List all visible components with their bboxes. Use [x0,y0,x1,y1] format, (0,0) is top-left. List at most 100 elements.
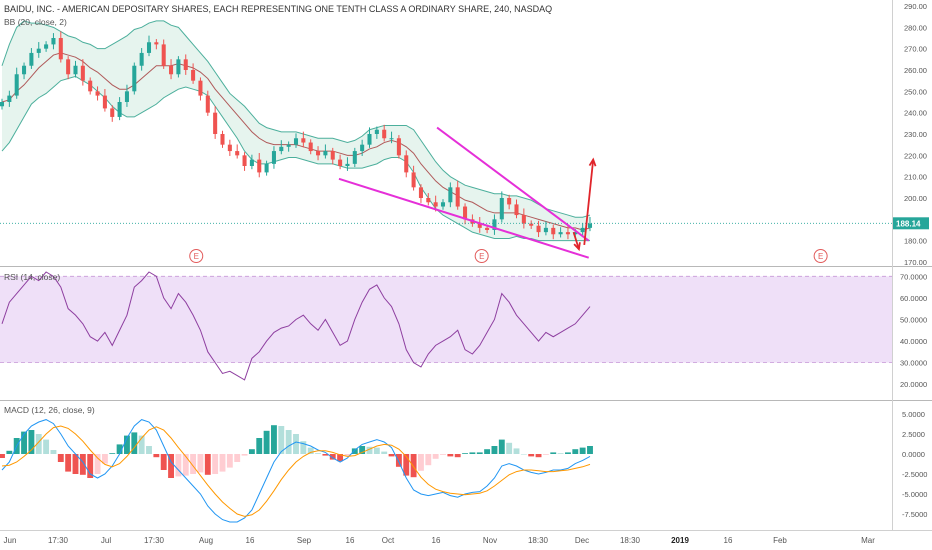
time-axis-tick: Mar [861,536,875,545]
earnings-marker-label: E [194,252,199,261]
time-axis-tick: Dec [575,536,589,545]
candle-body [573,232,578,235]
macd-histogram-bar [293,434,299,454]
macd-axis-tick: -2.5000 [902,470,927,479]
candle-body [66,59,71,75]
macd-histogram-bar [146,446,152,454]
macd-histogram-bar [50,450,57,454]
bb-lower-line [1,75,590,242]
macd-histogram-bar [484,449,491,454]
time-axis-tick: 16 [724,536,733,545]
candle-body [110,108,115,117]
macd-histogram-bar [219,454,226,472]
rsi-axis-tick: 50.0000 [900,315,927,324]
candle-body [316,151,321,156]
macd-histogram-bar [432,454,439,459]
macd-histogram-bar [278,426,285,454]
macd-histogram-bar [234,454,241,462]
candle-body [73,65,78,75]
candle-body [264,163,269,173]
candle-body [279,146,284,152]
macd-histogram-bar [131,432,138,454]
macd-histogram-bar [506,442,513,454]
time-axis-tick: 16 [246,536,255,545]
time-axis-tick: Jun [4,536,17,545]
candle-body [213,112,218,134]
candle-body [352,151,357,164]
candle-body [51,38,56,45]
macd-histogram-bar [498,439,505,454]
earnings-marker-label: E [818,252,823,261]
candle-body [308,142,313,152]
macd-histogram-bar [329,454,336,460]
macd-histogram-bar [315,453,321,454]
macd-histogram-bar [101,454,108,464]
candle-body [345,163,350,166]
candle-body [587,223,593,228]
rsi-axis-tick: 20.0000 [900,380,927,389]
macd-histogram-bar [138,435,145,454]
candle-body [323,151,328,156]
macd-axis-tick: 5.0000 [902,410,925,419]
candle-body [176,59,181,75]
candle-body [257,159,262,173]
candle-body [249,159,254,166]
candle-body [161,44,166,66]
candle-body [14,74,19,96]
macd-histogram-bar [28,430,35,454]
bb-upper-line [1,20,591,218]
earnings-marker [189,249,204,263]
macd-line [1,419,591,523]
candle-body [455,187,460,207]
price-axis-tick: 210.00 [904,173,927,182]
macd-histogram-bar [197,454,204,473]
macd-histogram-bar [535,454,542,458]
macd-histogram-bar [454,454,461,458]
price-axis-tick: 240.00 [904,109,927,118]
candle-body [418,187,423,198]
candle-body [485,227,490,230]
time-axis-tick: 16 [432,536,441,545]
candle-body [580,227,585,233]
macd-histogram-bar [528,454,535,457]
macd-histogram-bar [476,452,483,454]
macd-histogram-bar [263,430,270,454]
macd-histogram-bar [72,454,79,474]
candle-body [235,151,240,156]
candle-body [360,144,365,152]
macd-legend: MACD (12, 26, close, 9) [4,405,95,415]
candle-body [433,202,438,207]
time-axis-tick: 16 [346,536,355,545]
rsi-line [1,271,591,381]
candle-body [36,48,41,53]
time-axis-tick: 17:30 [144,536,165,545]
candle-body [29,52,34,66]
candle-body [198,80,203,96]
candle-body [88,80,93,92]
candle-body [382,129,387,139]
macd-histogram-bar [79,454,86,475]
candle-body [102,95,107,109]
price-axis-tick: 200.00 [904,194,927,203]
macd-histogram-bar [65,454,72,472]
candle-body [514,204,519,216]
candle-body [492,219,497,230]
earnings-marker-label: E [479,252,484,261]
macd-axis-tick: 0.0000 [902,450,925,459]
candle-body [301,138,306,143]
macd-histogram-bar [395,454,402,467]
candle-body [499,198,504,220]
candle-body [205,95,210,113]
macd-histogram-bar [256,438,263,454]
candle-body [169,65,174,75]
earnings-marker [813,249,828,263]
macd-histogram-bar [57,454,64,462]
macd-histogram-bar [21,431,27,454]
macd-histogram-bar [359,446,366,454]
rsi-panel: 70.0000 60.0000 50.0000 40.0000 30.0000 20.00… [0,271,927,389]
candle-body [227,144,232,152]
macd-histogram-bar [87,454,94,478]
macd-histogram-bar [241,454,248,456]
macd-histogram-bar [6,450,13,454]
macd-histogram-bar [351,448,358,454]
